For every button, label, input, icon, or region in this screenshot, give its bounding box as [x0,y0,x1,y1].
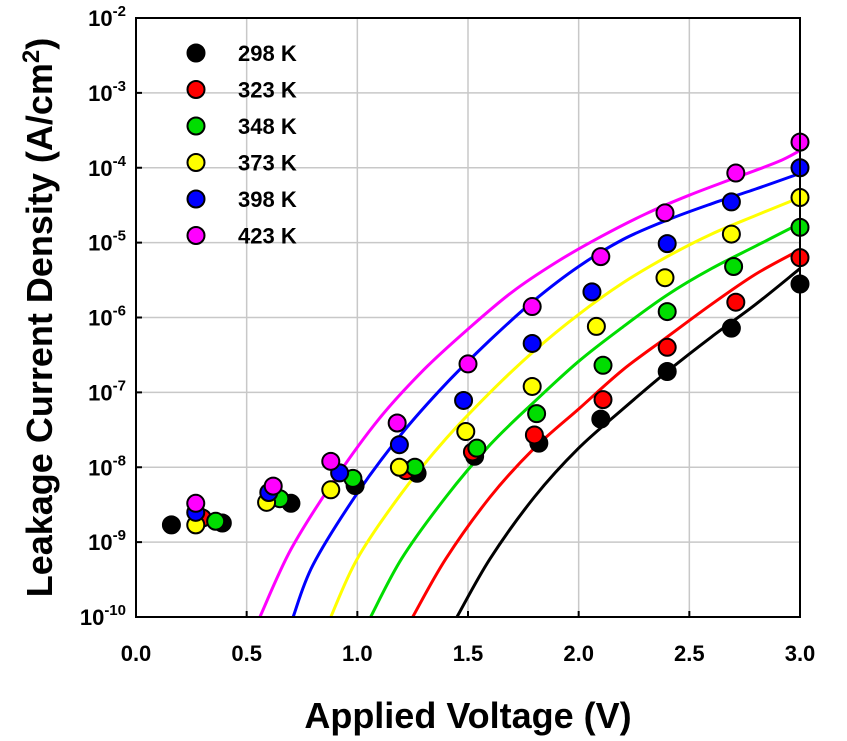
data-point [321,451,341,471]
data-point [522,376,542,396]
data-point [726,292,746,312]
y-tick-label: 10-4 [88,153,126,181]
fit-curve-348k [369,222,800,617]
y-tick-exponent: -6 [113,303,126,320]
data-point [721,318,741,338]
y-tick-base: 10 [88,380,112,405]
data-point [721,224,741,244]
y-tick-label: 10-8 [88,452,126,480]
data-point [186,493,206,513]
data-point [657,337,677,357]
data-point [591,247,611,267]
y-tick-exponent: -10 [104,602,126,619]
y-tick-exponent: -4 [113,153,127,170]
data-point [593,355,613,375]
y-tick-label: 10-7 [88,377,126,405]
y-axis-title-end: ) [19,38,60,50]
data-point [527,404,547,424]
y-tick-exponent: -3 [113,78,126,95]
data-point [263,476,283,496]
x-tick-label: 3.0 [785,641,816,666]
legend-label: 423 K [238,224,297,249]
data-point [522,297,542,317]
x-tick-label: 2.5 [674,641,705,666]
y-tick-label: 10-10 [80,602,126,630]
y-axis-title: Leakage Current Density (A/cm2) [18,38,61,598]
data-point [721,192,741,212]
data-point [657,302,677,322]
x-tick-label: 0.0 [121,641,152,666]
data-point [593,390,613,410]
data-point [458,354,478,374]
y-tick-base: 10 [88,6,112,31]
legend-marker [186,153,206,172]
y-tick-label: 10-5 [88,228,126,256]
y-tick-label: 10-3 [88,78,126,106]
data-point [524,425,544,445]
data-point [582,282,602,302]
legend-marker [186,189,206,209]
fit-curve-373k [329,196,800,617]
data-point [591,409,611,429]
data-point [389,435,409,455]
legend-label: 323 K [238,78,297,103]
y-axis-title-main: Leakage Current Density (A/cm [19,63,60,597]
legend-marker [186,116,206,136]
data-points [161,132,810,535]
y-tick-exponent: -9 [113,527,126,544]
x-tick-label: 1.5 [453,641,484,666]
data-point [724,256,744,276]
y-tick-base: 10 [88,306,112,331]
x-axis-title: Applied Voltage (V) [304,695,631,736]
data-point [586,316,606,336]
y-tick-base: 10 [88,455,112,480]
x-tick-label: 2.0 [563,641,594,666]
y-tick-label: 10-6 [88,303,126,331]
data-point [206,511,226,531]
y-tick-label: 10-9 [88,527,126,555]
y-tick-base: 10 [88,231,112,256]
data-point [389,457,409,477]
data-point [456,422,476,442]
y-tick-exponent: -2 [113,3,126,20]
fit-curve-298k [455,267,800,617]
x-tick-label: 0.5 [231,641,262,666]
legend-label: 398 K [238,187,297,212]
legend-marker [186,80,206,99]
y-tick-exponent: -8 [113,452,126,469]
legend-label: 298 K [238,41,297,66]
y-tick-base: 10 [88,530,112,555]
data-point [387,413,407,433]
data-point [726,163,746,183]
y-tick-base: 10 [80,605,104,630]
data-point [405,457,425,477]
y-tick-exponent: -7 [113,377,126,394]
legend: 298 K 323 K 348 K 373 K 398 K 423 K [186,41,297,249]
axis-ticks: 0.0 0.5 1.0 1.5 2.0 2.5 3.010-210-310-410-510-… [80,3,815,666]
y-tick-label: 10-2 [88,3,126,31]
legend-marker [186,43,206,63]
legend-marker [186,226,206,245]
data-point [522,333,542,353]
y-tick-exponent: -5 [113,228,126,245]
data-point [467,438,487,458]
data-point [321,480,341,500]
data-point [657,234,677,254]
data-point [657,362,677,382]
x-tick-label: 1.0 [342,641,373,666]
data-point [655,268,675,288]
legend-label: 348 K [238,114,297,139]
fit-curve-323k [411,248,800,617]
legend-label: 373 K [238,151,297,176]
y-tick-base: 10 [88,81,112,106]
data-point [454,390,474,410]
data-point [655,203,675,223]
y-tick-base: 10 [88,156,112,181]
y-axis-title-superscript: 2 [18,50,45,63]
data-point [161,515,181,535]
